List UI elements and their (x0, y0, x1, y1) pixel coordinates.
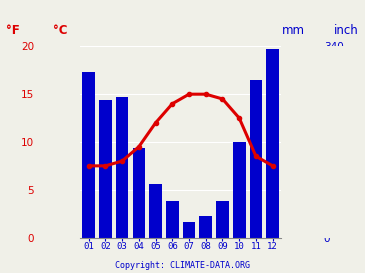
Text: Copyright: CLIMATE-DATA.ORG: Copyright: CLIMATE-DATA.ORG (115, 260, 250, 269)
Text: °F: °F (6, 24, 20, 37)
Text: mm: mm (282, 24, 306, 37)
Bar (200, 216, 212, 238)
Bar (216, 201, 229, 238)
Text: inch: inch (334, 24, 358, 37)
Bar (250, 80, 262, 238)
Text: °C: °C (53, 24, 68, 37)
Bar (82, 72, 95, 238)
Bar (99, 100, 112, 238)
Bar (233, 142, 246, 238)
Bar (266, 49, 279, 238)
Bar (166, 201, 178, 238)
Bar (183, 222, 195, 238)
Bar (132, 148, 145, 238)
Bar (116, 97, 128, 238)
Bar (149, 184, 162, 238)
